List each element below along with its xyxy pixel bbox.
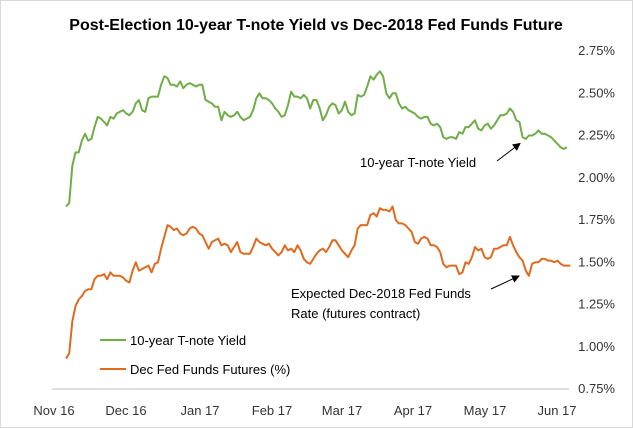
y-tick-label: 2.50% <box>578 85 615 100</box>
x-tick-label: Nov 16 <box>33 403 74 418</box>
x-tick-label: Jan 17 <box>180 403 219 418</box>
series-lines <box>65 70 571 360</box>
annotation-yield-arrow <box>496 142 521 162</box>
series-line-yield <box>65 70 568 208</box>
x-tick-label: Feb 17 <box>252 403 292 418</box>
series-line-futures <box>65 205 571 360</box>
y-tick-label: 1.00% <box>578 339 615 354</box>
annotation-futures-label-line2: Rate (futures contract) <box>291 306 420 321</box>
annotations: 10-year T-note Yield Expected Dec-2018 Fe… <box>291 142 521 321</box>
annotation-futures-arrow <box>490 275 520 290</box>
x-tick-label: Apr 17 <box>394 403 432 418</box>
y-tick-labels: 0.75% 1.00% 1.25% 1.50% 1.75% 2.00% 2.25% 2.50%… <box>578 43 615 396</box>
legend-label-yield: 10-year T-note Yield <box>130 333 246 348</box>
y-tick-label: 2.25% <box>578 128 615 143</box>
x-tick-label: Mar 17 <box>322 403 362 418</box>
legend-label-futures: Dec Fed Funds Futures (%) <box>130 362 290 377</box>
annotation-yield-label: 10-year T-note Yield <box>360 155 476 170</box>
y-tick-label: 1.25% <box>578 297 615 312</box>
y-tick-label: 0.75% <box>578 381 615 396</box>
annotation-futures-label: Expected Dec-2018 Fed Funds <box>291 286 471 301</box>
y-tick-label: 2.00% <box>578 170 615 185</box>
legend: 10-year T-note Yield Dec Fed Funds Futur… <box>100 333 290 377</box>
x-tick-labels: Nov 16 Dec 16 Jan 17 Feb 17 Mar 17 Apr 17 May … <box>33 403 576 418</box>
x-tick-label: Jun 17 <box>537 403 576 418</box>
x-tick-label: May 17 <box>464 403 507 418</box>
chart-title: Post-Election 10-year T-note Yield vs De… <box>69 17 563 34</box>
y-tick-label: 1.75% <box>578 212 615 227</box>
y-tick-label: 1.50% <box>578 254 615 269</box>
x-tick-label: Dec 16 <box>105 403 146 418</box>
y-tick-label: 2.75% <box>578 43 615 58</box>
